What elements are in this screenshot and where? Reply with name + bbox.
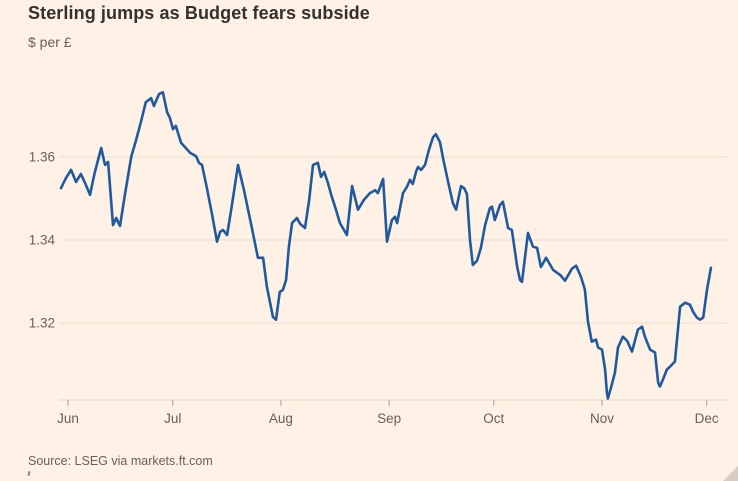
y-axis-label: 1.36 bbox=[29, 150, 55, 165]
price-line bbox=[59, 91, 713, 400]
source-text: Source: LSEG via markets.ft.com bbox=[28, 454, 213, 468]
x-axis-label: Aug bbox=[269, 411, 293, 426]
chart-title: Sterling jumps as Budget fears subside bbox=[28, 3, 370, 23]
x-axis-label: Dec bbox=[695, 411, 719, 426]
y-axis-label: 1.32 bbox=[29, 316, 55, 331]
chart-unit-label: $ per £ bbox=[28, 34, 72, 50]
x-axis-label: Sep bbox=[377, 411, 401, 426]
resize-grip-icon[interactable] bbox=[723, 466, 738, 481]
x-axis-label: Jun bbox=[57, 411, 79, 426]
y-axis-label: 1.34 bbox=[29, 233, 56, 248]
x-axis-label: Nov bbox=[590, 411, 614, 426]
x-axis-label: Oct bbox=[483, 411, 504, 426]
x-axis-label: Jul bbox=[164, 411, 181, 426]
